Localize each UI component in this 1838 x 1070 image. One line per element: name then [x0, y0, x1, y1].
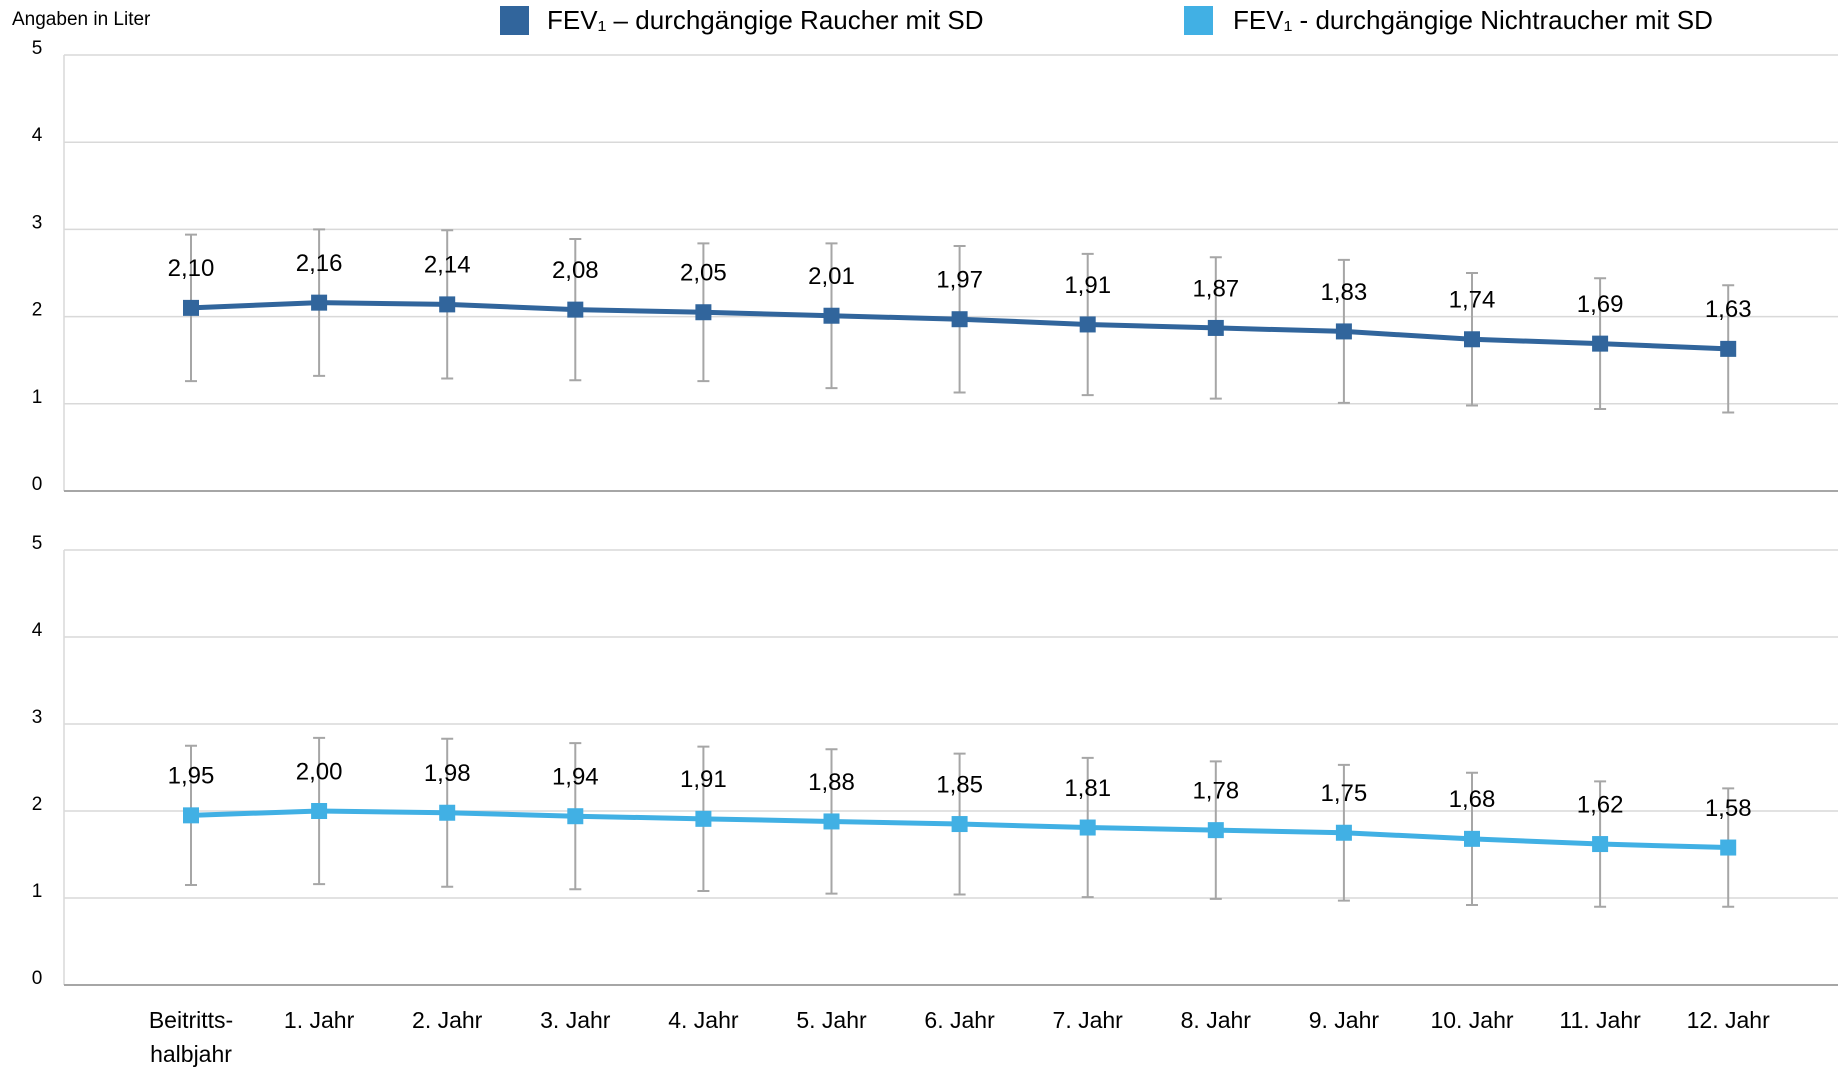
- y-tick-label: 2: [32, 794, 43, 815]
- data-label: 1,91: [680, 766, 727, 793]
- legend-swatch: [500, 6, 529, 35]
- marker: [1207, 822, 1224, 839]
- x-tick-label: 1. Jahr: [284, 1007, 355, 1033]
- x-tick-label-line: halbjahr: [150, 1041, 232, 1067]
- marker: [567, 301, 584, 318]
- x-tick-label: 11. Jahr: [1559, 1007, 1641, 1033]
- data-label: 1,69: [1577, 291, 1624, 318]
- marker: [439, 296, 456, 313]
- marker: [695, 810, 712, 827]
- marker: [1592, 335, 1609, 352]
- marker: [1079, 316, 1096, 333]
- data-label: 1,58: [1705, 795, 1752, 822]
- y-tick-label: 1: [32, 881, 43, 902]
- data-label: 2,10: [168, 255, 215, 282]
- data-label: 2,16: [296, 250, 343, 277]
- data-label: 1,91: [1064, 272, 1111, 299]
- data-label: 2,00: [296, 758, 343, 785]
- data-label: 1,97: [936, 267, 983, 294]
- y-tick-label: 0: [32, 968, 43, 989]
- marker: [1335, 323, 1352, 340]
- x-tick-label: 12. Jahr: [1687, 1007, 1770, 1033]
- y-tick-label: 0: [32, 474, 43, 495]
- marker: [1079, 819, 1096, 836]
- x-tick-label-line: Beitritts-: [149, 1007, 233, 1033]
- marker: [1720, 839, 1737, 856]
- data-label: 1,87: [1192, 275, 1239, 302]
- marker: [439, 804, 456, 821]
- legend-label: FEV₁ – durchgängige Raucher mit SD: [547, 5, 984, 35]
- x-tick-label: Beitritts-halbjahr: [149, 1007, 233, 1067]
- data-label: 1,94: [552, 764, 599, 791]
- data-label: 2,05: [680, 260, 727, 287]
- marker: [1592, 836, 1609, 853]
- marker: [951, 816, 968, 833]
- marker: [1207, 319, 1224, 336]
- data-label: 2,01: [808, 263, 855, 290]
- x-tick-label: 10. Jahr: [1430, 1007, 1513, 1033]
- data-label: 1,62: [1577, 791, 1624, 818]
- legend-label: FEV₁ - durchgängige Nichtraucher mit SD: [1233, 5, 1713, 35]
- y-axis-title: Angaben in Liter: [12, 9, 151, 30]
- marker: [1335, 824, 1352, 841]
- data-label: 2,14: [424, 252, 471, 279]
- y-tick-label: 1: [32, 387, 43, 408]
- y-tick-label: 4: [32, 125, 43, 146]
- y-tick-label: 5: [32, 38, 43, 59]
- x-tick-label: 9. Jahr: [1309, 1007, 1380, 1033]
- marker: [183, 299, 199, 316]
- marker: [311, 294, 328, 311]
- marker: [311, 803, 328, 819]
- marker: [567, 808, 584, 825]
- data-label: 2,08: [552, 257, 599, 284]
- y-tick-label: 4: [32, 620, 43, 641]
- data-label: 1,75: [1321, 780, 1368, 807]
- x-tick-label: 7. Jahr: [1053, 1007, 1124, 1033]
- x-tick-label: 4. Jahr: [668, 1007, 739, 1033]
- data-label: 1,98: [424, 760, 471, 787]
- x-tick-label: 8. Jahr: [1181, 1007, 1252, 1033]
- marker: [1464, 830, 1480, 847]
- marker: [1720, 340, 1737, 357]
- data-label: 1,63: [1705, 296, 1752, 323]
- data-label: 1,85: [936, 771, 983, 798]
- marker: [695, 304, 712, 321]
- y-tick-label: 3: [32, 707, 43, 728]
- data-label: 1,78: [1192, 777, 1239, 804]
- data-label: 1,88: [808, 769, 855, 796]
- marker: [1464, 331, 1480, 348]
- y-tick-label: 3: [32, 212, 43, 233]
- data-label: 1,83: [1321, 279, 1368, 306]
- marker: [823, 307, 840, 324]
- legend-swatch: [1184, 6, 1213, 35]
- x-tick-label: 2. Jahr: [412, 1007, 483, 1033]
- data-label: 1,95: [168, 763, 215, 790]
- data-label: 1,81: [1064, 775, 1111, 802]
- data-label: 1,74: [1449, 287, 1496, 314]
- y-tick-label: 2: [32, 300, 43, 321]
- data-label: 1,68: [1449, 786, 1496, 813]
- x-tick-label: 5. Jahr: [796, 1007, 867, 1033]
- x-tick-label: 6. Jahr: [924, 1007, 995, 1033]
- y-tick-label: 5: [32, 533, 43, 554]
- marker: [183, 807, 199, 824]
- marker: [823, 813, 840, 830]
- marker: [951, 311, 968, 328]
- x-tick-label: 3. Jahr: [540, 1007, 611, 1033]
